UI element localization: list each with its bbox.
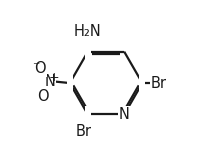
Text: ⁻: ⁻ bbox=[32, 60, 40, 74]
Text: O: O bbox=[34, 61, 46, 76]
Text: +: + bbox=[48, 71, 59, 84]
Text: H₂N: H₂N bbox=[74, 24, 101, 39]
Text: Br: Br bbox=[150, 76, 166, 91]
Text: N: N bbox=[44, 74, 55, 89]
Text: O: O bbox=[37, 89, 48, 104]
Text: Br: Br bbox=[75, 124, 91, 139]
Text: N: N bbox=[118, 107, 129, 122]
